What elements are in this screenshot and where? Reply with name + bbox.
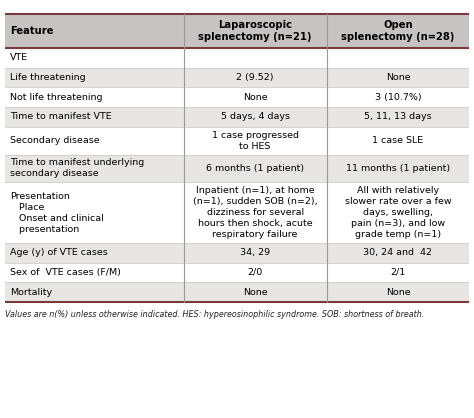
Bar bbox=[183, 68, 327, 87]
Bar bbox=[5, 243, 183, 263]
Text: Inpatient (n=1), at home
(n=1), sudden SOB (n=2),
dizziness for several
hours th: Inpatient (n=1), at home (n=1), sudden S… bbox=[193, 186, 318, 240]
Text: None: None bbox=[386, 73, 410, 82]
Text: Sex of  VTE cases (F/M): Sex of VTE cases (F/M) bbox=[10, 268, 121, 277]
Bar bbox=[183, 263, 327, 282]
Bar bbox=[5, 182, 183, 243]
Bar bbox=[327, 15, 469, 48]
Bar bbox=[183, 243, 327, 263]
Text: 30, 24 and  42: 30, 24 and 42 bbox=[364, 248, 432, 257]
Text: Open
splenectomy (n=28): Open splenectomy (n=28) bbox=[341, 20, 455, 42]
Bar bbox=[183, 107, 327, 127]
Bar bbox=[183, 48, 327, 68]
Bar bbox=[5, 87, 183, 107]
Bar bbox=[5, 68, 183, 87]
Text: Time to manifest underlying
secondary disease: Time to manifest underlying secondary di… bbox=[10, 158, 145, 178]
Text: 2/0: 2/0 bbox=[247, 268, 263, 277]
Text: Laparoscopic
splenectomy (n=21): Laparoscopic splenectomy (n=21) bbox=[198, 20, 312, 42]
Bar bbox=[183, 155, 327, 182]
Text: None: None bbox=[386, 288, 410, 297]
Bar bbox=[327, 48, 469, 68]
Bar bbox=[5, 15, 183, 48]
Text: 34, 29: 34, 29 bbox=[240, 248, 270, 257]
Bar bbox=[327, 282, 469, 302]
Bar bbox=[5, 127, 183, 155]
Bar bbox=[5, 263, 183, 282]
Text: None: None bbox=[243, 93, 267, 102]
Text: 2 (9.52): 2 (9.52) bbox=[237, 73, 274, 82]
Bar bbox=[327, 182, 469, 243]
Text: Not life threatening: Not life threatening bbox=[10, 93, 103, 102]
Text: 5 days, 4 days: 5 days, 4 days bbox=[220, 112, 290, 121]
Text: 3 (10.7%): 3 (10.7%) bbox=[374, 93, 421, 102]
Text: 5, 11, 13 days: 5, 11, 13 days bbox=[364, 112, 432, 121]
Text: Time to manifest VTE: Time to manifest VTE bbox=[10, 112, 112, 121]
Text: 1 case progressed
to HES: 1 case progressed to HES bbox=[211, 130, 299, 150]
Bar bbox=[327, 243, 469, 263]
Bar bbox=[5, 107, 183, 127]
Bar bbox=[5, 48, 183, 68]
Text: Presentation
   Place
   Onset and clinical
   presentation: Presentation Place Onset and clinical pr… bbox=[10, 191, 104, 234]
Bar bbox=[327, 107, 469, 127]
Text: None: None bbox=[243, 288, 267, 297]
Text: Feature: Feature bbox=[10, 26, 54, 36]
Bar bbox=[5, 155, 183, 182]
Bar bbox=[183, 87, 327, 107]
Text: Secondary disease: Secondary disease bbox=[10, 136, 100, 145]
Bar bbox=[183, 182, 327, 243]
Bar bbox=[183, 15, 327, 48]
Bar bbox=[183, 127, 327, 155]
Bar bbox=[183, 282, 327, 302]
Bar bbox=[327, 127, 469, 155]
Text: All with relatively
slower rate over a few
days, swelling,
pain (n=3), and low
g: All with relatively slower rate over a f… bbox=[345, 186, 451, 240]
Text: 1 case SLE: 1 case SLE bbox=[373, 136, 423, 145]
Text: Mortality: Mortality bbox=[10, 288, 53, 297]
Text: Life threatening: Life threatening bbox=[10, 73, 86, 82]
Bar bbox=[327, 155, 469, 182]
Bar bbox=[327, 87, 469, 107]
Text: VTE: VTE bbox=[10, 54, 28, 62]
Text: 6 months (1 patient): 6 months (1 patient) bbox=[206, 164, 304, 173]
Text: 2/1: 2/1 bbox=[390, 268, 406, 277]
Bar bbox=[327, 68, 469, 87]
Bar bbox=[327, 263, 469, 282]
Text: Age (y) of VTE cases: Age (y) of VTE cases bbox=[10, 248, 108, 257]
Text: 11 months (1 patient): 11 months (1 patient) bbox=[346, 164, 450, 173]
Bar bbox=[5, 282, 183, 302]
Text: Values are n(%) unless otherwise indicated. HES: hypereosinophilic syndrome. SOB: Values are n(%) unless otherwise indicat… bbox=[5, 310, 424, 319]
